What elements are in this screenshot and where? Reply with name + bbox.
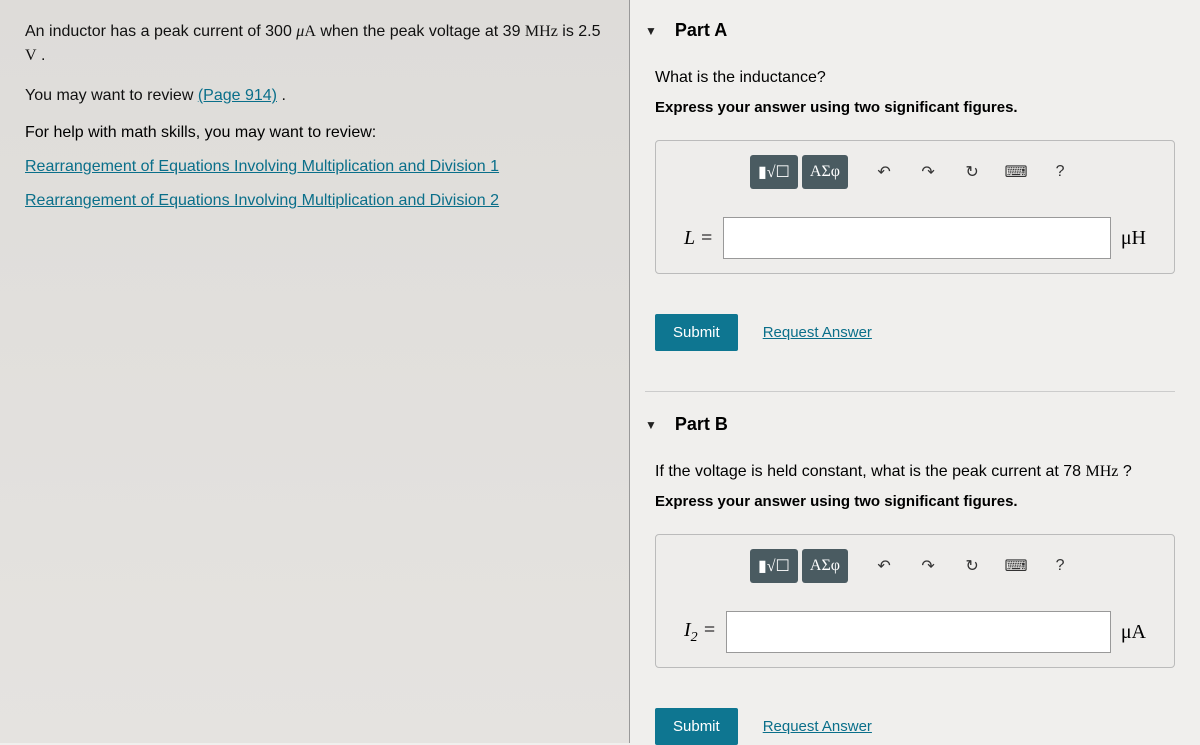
problem-statement: An inductor has a peak current of 300 μA… bbox=[25, 20, 604, 68]
keyboard-button[interactable]: ⌨ bbox=[996, 155, 1036, 189]
math-help-intro: For help with math skills, you may want … bbox=[25, 124, 604, 142]
part-b-title: Part B bbox=[675, 414, 728, 435]
templates-button[interactable]: ▮√☐ bbox=[750, 549, 798, 583]
part-b-unit: μA bbox=[1121, 621, 1146, 644]
templates-button[interactable]: ▮√☐ bbox=[750, 155, 798, 189]
page-link[interactable]: (Page 914) bbox=[198, 87, 277, 104]
part-a-answer-input[interactable] bbox=[723, 217, 1111, 259]
part-b-input-box: ▮√☐ ΑΣφ ↶ ↷ ↻ ⌨ ? I2 = μA bbox=[655, 534, 1175, 668]
part-a-toolbar: ▮√☐ ΑΣφ ↶ ↷ ↻ ⌨ ? bbox=[676, 155, 1154, 189]
part-a-title: Part A bbox=[675, 20, 727, 41]
divider bbox=[645, 391, 1175, 392]
part-b-question: If the voltage is held constant, what is… bbox=[655, 463, 1175, 481]
reset-button[interactable]: ↻ bbox=[952, 155, 992, 189]
part-a-request-answer[interactable]: Request Answer bbox=[763, 324, 872, 341]
redo-button[interactable]: ↷ bbox=[908, 549, 948, 583]
undo-button[interactable]: ↶ bbox=[864, 155, 904, 189]
answer-panel: ▼ Part A What is the inductance? Express… bbox=[630, 0, 1200, 743]
review-line: You may want to review (Page 914) . bbox=[25, 84, 604, 108]
part-b-instruction: Express your answer using two significan… bbox=[655, 493, 1175, 510]
part-b-header[interactable]: ▼ Part B bbox=[645, 414, 1175, 435]
part-a-question: What is the inductance? bbox=[655, 69, 1175, 87]
redo-button[interactable]: ↷ bbox=[908, 155, 948, 189]
review-prefix: You may want to review bbox=[25, 87, 198, 104]
part-b-answer-input[interactable] bbox=[726, 611, 1111, 653]
math-link-1[interactable]: Rearrangement of Equations Involving Mul… bbox=[25, 158, 499, 175]
part-b-submit-button[interactable]: Submit bbox=[655, 708, 738, 745]
help-button[interactable]: ? bbox=[1040, 549, 1080, 583]
part-a-instruction: Express your answer using two significan… bbox=[655, 99, 1175, 116]
part-a-submit-button[interactable]: Submit bbox=[655, 314, 738, 351]
greek-button[interactable]: ΑΣφ bbox=[802, 549, 848, 583]
part-a-variable: L = bbox=[684, 227, 713, 250]
help-button[interactable]: ? bbox=[1040, 155, 1080, 189]
keyboard-button[interactable]: ⌨ bbox=[996, 549, 1036, 583]
part-b-request-answer[interactable]: Request Answer bbox=[763, 718, 872, 735]
reset-button[interactable]: ↻ bbox=[952, 549, 992, 583]
part-b-variable: I2 = bbox=[684, 619, 716, 646]
part-b-toolbar: ▮√☐ ΑΣφ ↶ ↷ ↻ ⌨ ? bbox=[676, 549, 1154, 583]
chevron-down-icon: ▼ bbox=[645, 24, 657, 38]
undo-button[interactable]: ↶ bbox=[864, 549, 904, 583]
part-a-header[interactable]: ▼ Part A bbox=[645, 20, 1175, 41]
greek-button[interactable]: ΑΣφ bbox=[802, 155, 848, 189]
problem-panel: An inductor has a peak current of 300 μA… bbox=[0, 0, 630, 743]
part-a-input-box: ▮√☐ ΑΣφ ↶ ↷ ↻ ⌨ ? L = μH bbox=[655, 140, 1175, 274]
part-a-unit: μH bbox=[1121, 227, 1146, 250]
math-link-2[interactable]: Rearrangement of Equations Involving Mul… bbox=[25, 192, 499, 209]
chevron-down-icon: ▼ bbox=[645, 418, 657, 432]
review-suffix: . bbox=[277, 87, 286, 104]
